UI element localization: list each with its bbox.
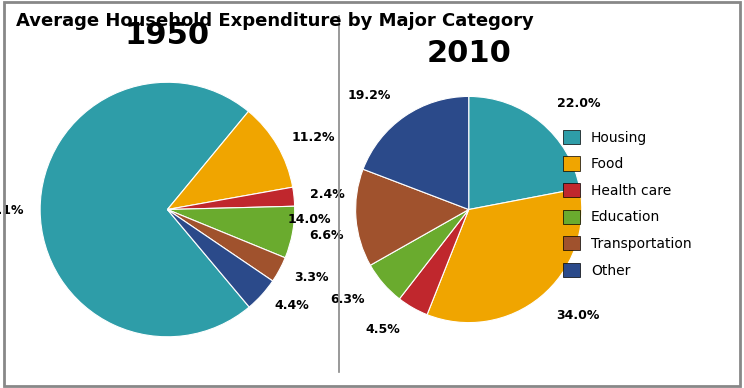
Title: 2010: 2010 <box>426 39 511 68</box>
Wedge shape <box>167 187 295 210</box>
Text: 11.2%: 11.2% <box>292 130 335 144</box>
Wedge shape <box>167 111 292 210</box>
Wedge shape <box>371 210 469 299</box>
Wedge shape <box>167 210 273 307</box>
Text: 4.5%: 4.5% <box>365 323 400 336</box>
Wedge shape <box>167 210 285 281</box>
Wedge shape <box>363 97 469 210</box>
Text: 34.0%: 34.0% <box>557 309 600 322</box>
Wedge shape <box>167 206 295 258</box>
Text: 6.6%: 6.6% <box>309 229 343 242</box>
Wedge shape <box>400 210 469 315</box>
Title: 1950: 1950 <box>125 21 210 50</box>
Text: 19.2%: 19.2% <box>347 89 391 102</box>
Text: 4.4%: 4.4% <box>274 300 309 312</box>
Text: Average Household Expenditure by Major Category: Average Household Expenditure by Major C… <box>16 12 534 29</box>
Wedge shape <box>427 188 582 322</box>
Wedge shape <box>40 82 249 337</box>
Text: 14.0%: 14.0% <box>288 213 331 227</box>
Legend: Housing, Food, Health care, Education, Transportation, Other: Housing, Food, Health care, Education, T… <box>557 124 697 283</box>
Wedge shape <box>469 97 580 210</box>
Text: 6.3%: 6.3% <box>330 293 365 306</box>
Wedge shape <box>356 169 469 265</box>
Text: 2.4%: 2.4% <box>310 189 345 201</box>
Text: 72.1%: 72.1% <box>0 204 24 217</box>
Text: 3.3%: 3.3% <box>294 271 329 284</box>
Text: 22.0%: 22.0% <box>557 97 600 110</box>
